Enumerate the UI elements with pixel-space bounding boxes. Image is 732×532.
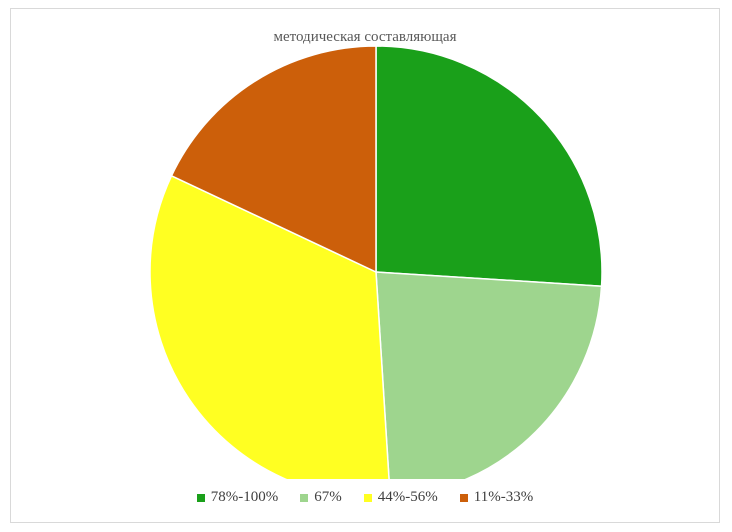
chart-legend: 78%-100% 67% 44%-56% 11%-33% bbox=[11, 489, 719, 506]
legend-swatch bbox=[196, 493, 205, 502]
chart-title: методическая составляющая bbox=[273, 29, 457, 45]
legend-label: 11%-33% bbox=[473, 489, 534, 505]
pie-slice-2 bbox=[375, 271, 603, 479]
pie-chart bbox=[149, 45, 603, 479]
pie-slice-4 bbox=[170, 45, 377, 274]
legend-swatch bbox=[363, 493, 372, 502]
legend-item-4: 11%-33% bbox=[459, 489, 534, 506]
legend-swatch bbox=[459, 493, 468, 502]
pie-slice-3 bbox=[149, 174, 390, 479]
chart-frame: методическая составляющая 78%-100% 67% 44%… bbox=[10, 8, 720, 523]
legend-label: 44%-56% bbox=[377, 489, 438, 505]
legend-label: 78%-100% bbox=[210, 489, 279, 505]
legend-swatch bbox=[300, 493, 309, 502]
legend-item-1: 78%-100% bbox=[196, 489, 279, 506]
legend-item-2: 67% bbox=[300, 489, 342, 506]
legend-label: 67% bbox=[314, 489, 342, 505]
pie-slice-1 bbox=[375, 45, 603, 287]
legend-item-3: 44%-56% bbox=[363, 489, 438, 506]
